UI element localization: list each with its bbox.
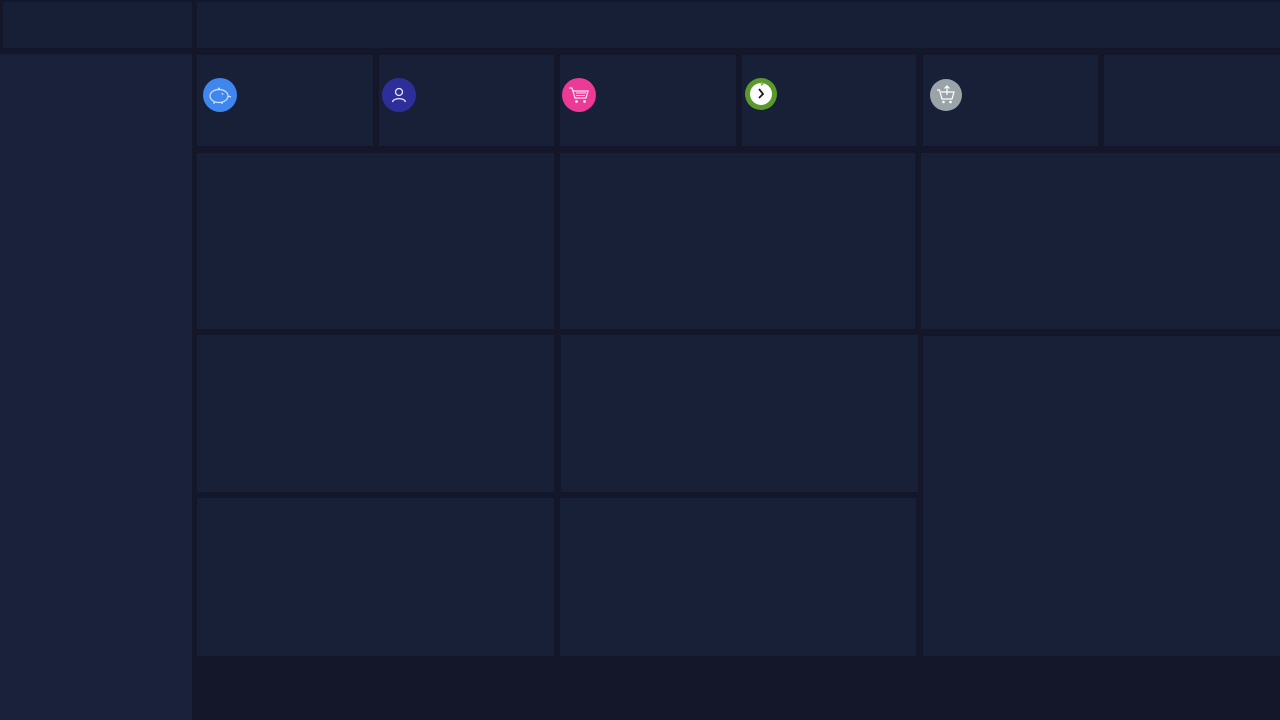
card-row3-left	[197, 498, 554, 656]
kpi-tile-4	[742, 55, 916, 146]
sidebar	[0, 54, 192, 720]
card-row1-left	[197, 153, 554, 329]
card-row2-left	[197, 335, 554, 492]
kpi-tile-5	[923, 55, 1098, 146]
kpi-tile-3	[560, 55, 736, 146]
kpi-tile-6	[1104, 55, 1280, 146]
card-row1-middle	[560, 153, 915, 329]
card-tall-right	[923, 336, 1280, 656]
logo-area	[3, 2, 192, 48]
card-row3-middle	[560, 498, 916, 656]
kpi-tile-1	[197, 55, 373, 146]
cart-upload-icon	[930, 79, 962, 111]
kpi-tile-2	[379, 55, 554, 146]
top-bar	[197, 2, 1280, 48]
user-icon	[382, 78, 416, 112]
piggy-bank-icon	[203, 78, 237, 112]
clock-refresh-icon	[745, 78, 777, 110]
shopping-cart-icon	[562, 78, 596, 112]
card-row1-right	[921, 153, 1280, 329]
card-row2-middle	[561, 335, 918, 492]
